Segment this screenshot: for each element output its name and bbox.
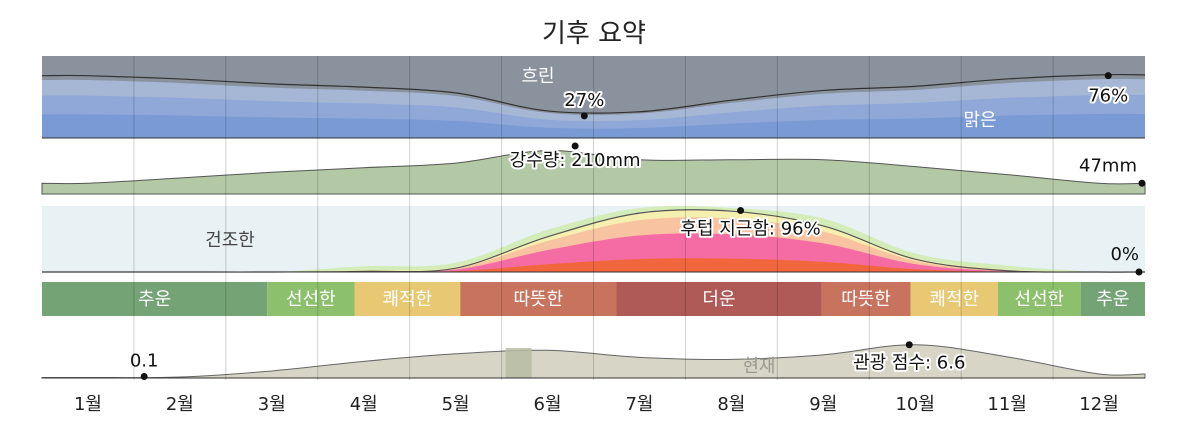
season-segment [997,282,1081,316]
humidity-peak-label: 후텁 지근함: 96% [680,219,820,240]
tourism-peak-label: 관광 점수: 6.6 [853,353,965,374]
month-tick-label: 9월 [809,394,837,415]
month-gridlines [133,56,1054,380]
precipitation-peak-label: 강수량: 210mm [510,150,641,171]
season-segment [910,282,998,316]
season-label: 쾌적한 [383,289,433,310]
tourism-panel: 현재 0.1 관광 점수: 6.6 [41,341,1146,380]
cloud-min-dot [580,112,588,120]
humidity-band-orange [42,258,1145,273]
season-segment [821,282,911,316]
precipitation-peak-dot [571,142,579,150]
month-axis: 1월 2월 3월 4월 5월 6월 7월 8월 9월 10월 11월 12월 [74,394,1119,415]
season-segment [42,282,268,316]
season-label: 더운 [702,289,735,310]
humidity-peak-dot [737,207,745,215]
season-segment [354,282,461,316]
month-tick-label: 6월 [534,394,562,415]
cloud-median-line [41,73,1146,114]
season-label: 쾌적한 [929,289,979,310]
season-strip: 추운 선선한 쾌적한 따뜻한 더운 따뜻한 쾌적한 선선한 추운 [42,282,1145,316]
tourism-score-area [41,344,1146,379]
humidity-band-pink [42,233,1145,273]
chart-title: 기후 요약 [542,19,646,49]
month-tick-label: 1월 [74,394,102,415]
season-segment [460,282,617,316]
current-time-marker [505,348,532,378]
month-tick-label: 12월 [1079,394,1118,415]
precipitation-panel: 강수량: 210mm 47mm [41,142,1146,195]
month-tick-label: 2월 [166,394,194,415]
season-segment [616,282,822,316]
season-label: 선선한 [1014,289,1064,310]
cloud-cover-panel: 흐린 맑은 27% 76% [41,56,1146,139]
cloudy-label: 흐린 [521,66,554,87]
precipitation-end-dot [1138,179,1146,187]
humidity-end-dot [1135,268,1143,276]
cloud-min-label: 27% [564,90,604,111]
tourism-peak-dot [905,341,913,349]
month-tick-label: 11월 [987,394,1026,415]
month-tick-label: 4월 [350,394,378,415]
season-label: 추운 [138,289,171,310]
dry-label: 건조한 [205,230,255,251]
clear-label: 맑은 [963,110,996,131]
month-tick-label: 5월 [442,394,470,415]
month-tick-label: 8월 [717,394,745,415]
humidity-panel: 건조한 후텁 지근함: 96% 0% [42,205,1146,276]
season-segment [1080,282,1145,316]
cloud-end-dot [1104,72,1112,80]
month-tick-label: 10월 [895,394,934,415]
clear-band-dark [42,113,1145,138]
precipitation-area [41,150,1146,195]
tourism-start-label: 0.1 [130,350,159,371]
month-tick-label: 3월 [258,394,286,415]
season-label: 선선한 [286,289,336,310]
current-label: 현재 [742,356,775,377]
season-label: 추운 [1096,289,1129,310]
season-label: 따뜻한 [514,289,564,310]
month-tick-label: 7월 [625,394,653,415]
season-label: 따뜻한 [841,289,891,310]
tourism-start-dot [140,372,148,380]
cloud-end-label: 76% [1088,86,1128,107]
humidity-end-label: 0% [1110,244,1139,265]
season-segment [267,282,355,316]
precipitation-end-label: 47mm [1079,155,1137,176]
